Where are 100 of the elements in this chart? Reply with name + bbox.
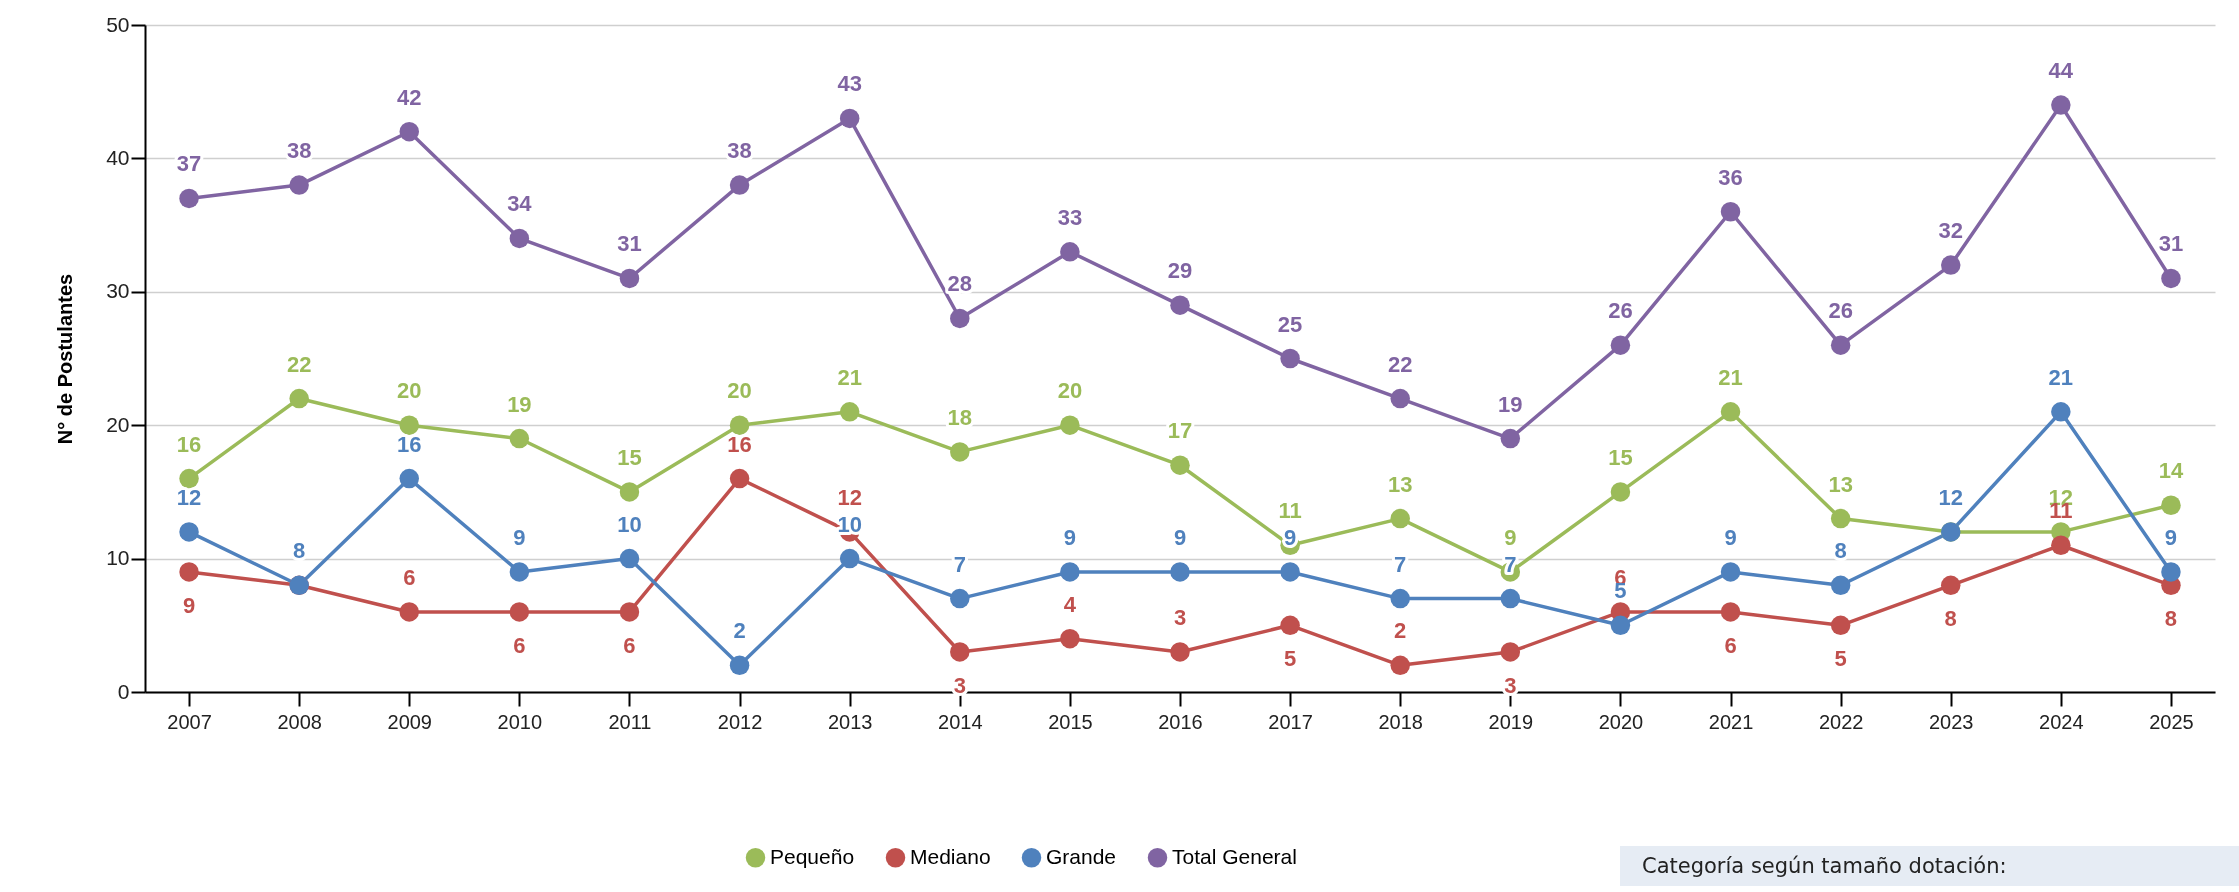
data-label: 13 bbox=[1828, 471, 1853, 497]
data-label: 16 bbox=[397, 431, 422, 457]
point bbox=[619, 268, 640, 289]
point bbox=[1060, 562, 1080, 582]
data-label: 26 bbox=[1828, 298, 1853, 324]
point bbox=[1390, 655, 1410, 676]
x-tick-label: 2010 bbox=[497, 710, 543, 733]
data-label: 9 bbox=[1173, 524, 1187, 550]
data-label: 25 bbox=[1277, 311, 1303, 337]
data-label: 12 bbox=[1938, 484, 1963, 510]
point bbox=[1941, 255, 1961, 275]
x-tick-label: 2008 bbox=[277, 710, 322, 733]
point bbox=[1830, 575, 1851, 596]
legend-label: Pequeño bbox=[770, 844, 855, 868]
data-label: 26 bbox=[1608, 298, 1633, 324]
data-label: 8 bbox=[293, 538, 306, 564]
data-label: 8 bbox=[1944, 606, 1957, 632]
point bbox=[399, 415, 419, 435]
data-label: 33 bbox=[1057, 204, 1083, 230]
x-tick-label: 2025 bbox=[2149, 710, 2194, 733]
point bbox=[1720, 602, 1741, 622]
x-tick-label: 2020 bbox=[1598, 710, 1644, 733]
point bbox=[289, 388, 309, 409]
point bbox=[179, 468, 199, 489]
data-label: 19 bbox=[507, 391, 532, 417]
point bbox=[1170, 295, 1190, 315]
point bbox=[399, 121, 419, 142]
data-label: 5 bbox=[1283, 646, 1297, 672]
point bbox=[1280, 615, 1300, 636]
point bbox=[509, 562, 530, 582]
data-label: 16 bbox=[176, 431, 202, 457]
point bbox=[839, 108, 860, 129]
data-label: 36 bbox=[1718, 164, 1743, 190]
point bbox=[179, 188, 199, 209]
point bbox=[839, 402, 860, 422]
data-label: 5 bbox=[1834, 646, 1847, 672]
y-tick-label: 40 bbox=[106, 145, 130, 169]
data-label: 6 bbox=[513, 632, 526, 658]
point bbox=[1941, 575, 1961, 596]
point bbox=[1060, 628, 1080, 649]
point bbox=[1500, 428, 1521, 449]
data-label: 12 bbox=[176, 484, 202, 510]
point bbox=[399, 468, 419, 489]
data-label: 14 bbox=[2158, 458, 2184, 484]
data-label: 43 bbox=[837, 71, 862, 97]
point bbox=[179, 522, 199, 542]
x-tick-label: 2011 bbox=[608, 710, 652, 733]
data-label: 19 bbox=[1498, 391, 1523, 417]
data-label: 20 bbox=[397, 378, 422, 404]
data-label: 2 bbox=[733, 618, 746, 644]
data-label: 6 bbox=[623, 632, 636, 658]
x-tick-label: 2007 bbox=[167, 710, 212, 733]
data-label: 17 bbox=[1167, 418, 1193, 444]
point bbox=[1830, 615, 1851, 636]
y-tick-label: 50 bbox=[106, 12, 130, 36]
data-label: 10 bbox=[837, 511, 862, 537]
point bbox=[619, 482, 640, 502]
data-label: 28 bbox=[947, 271, 973, 297]
point bbox=[2051, 402, 2071, 422]
legend-label: Mediano bbox=[910, 844, 991, 868]
data-label: 9 bbox=[1504, 524, 1517, 550]
x-tick-label: 2021 bbox=[1708, 710, 1754, 733]
data-label: 9 bbox=[1724, 524, 1737, 550]
data-label: 37 bbox=[176, 151, 202, 177]
data-label: 38 bbox=[286, 138, 312, 164]
data-label: 32 bbox=[1938, 218, 1963, 244]
data-label: 2 bbox=[1394, 618, 1407, 644]
point bbox=[179, 562, 199, 582]
data-label: 9 bbox=[1063, 524, 1077, 550]
data-label: 44 bbox=[2048, 58, 2074, 84]
data-label: 21 bbox=[1718, 364, 1743, 390]
data-label: 4 bbox=[1063, 591, 1077, 617]
data-label: 22 bbox=[1387, 351, 1413, 377]
point bbox=[289, 175, 309, 195]
point bbox=[399, 602, 419, 622]
data-label: 22 bbox=[286, 351, 312, 377]
point bbox=[619, 602, 640, 622]
point bbox=[1830, 508, 1851, 529]
point bbox=[2161, 268, 2181, 289]
point bbox=[950, 308, 970, 329]
point bbox=[1280, 562, 1300, 582]
point bbox=[1390, 508, 1410, 529]
x-tick-label: 2023 bbox=[1928, 710, 1974, 733]
point bbox=[950, 442, 970, 462]
data-label: 31 bbox=[2158, 231, 2184, 257]
data-label: 12 bbox=[837, 484, 862, 510]
data-label: 15 bbox=[1608, 444, 1633, 470]
point bbox=[1170, 455, 1190, 475]
point bbox=[950, 642, 970, 662]
point bbox=[839, 548, 860, 569]
point bbox=[729, 415, 750, 435]
point bbox=[509, 228, 530, 249]
data-label: 38 bbox=[727, 138, 752, 164]
x-tick-label: 2009 bbox=[387, 710, 433, 733]
point bbox=[1610, 615, 1631, 636]
point bbox=[1610, 335, 1631, 355]
point bbox=[619, 548, 640, 569]
data-label: 20 bbox=[1057, 378, 1083, 404]
data-label: 9 bbox=[182, 592, 196, 618]
data-label: 8 bbox=[2164, 606, 2178, 632]
